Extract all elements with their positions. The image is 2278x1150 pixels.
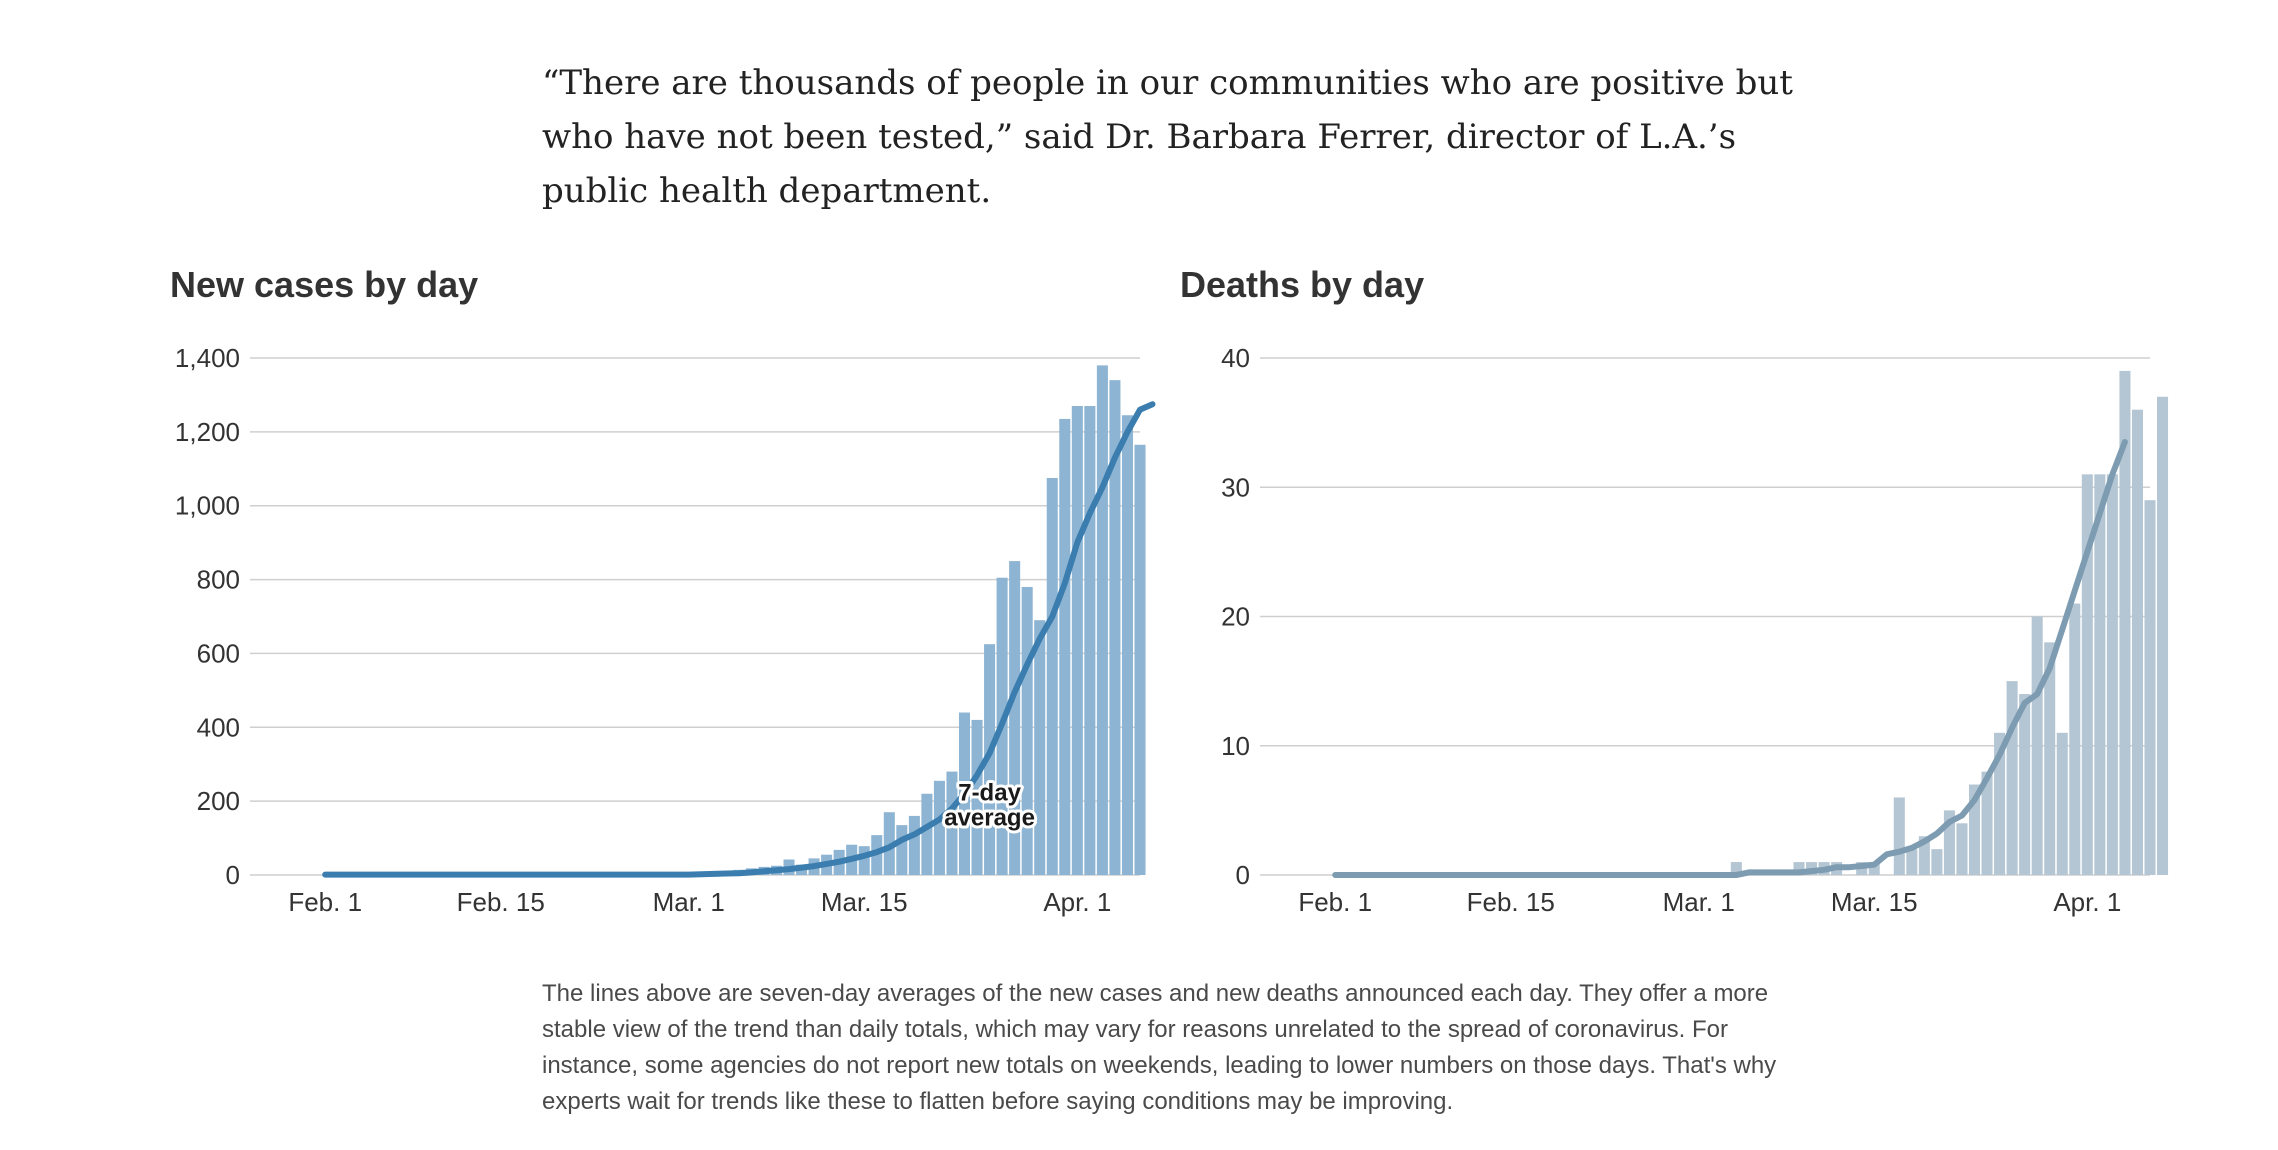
bar <box>2044 642 2056 875</box>
y-tick-label: 0 <box>226 860 240 890</box>
bar <box>1034 620 1046 875</box>
bar <box>896 825 908 875</box>
y-tick-label: 1,400 <box>175 343 240 373</box>
bar <box>1868 862 1880 875</box>
y-tick-label: 1,200 <box>175 417 240 447</box>
bar <box>858 846 870 875</box>
bar <box>971 719 983 875</box>
bar <box>984 644 996 875</box>
bar <box>1021 586 1033 875</box>
bar <box>1918 836 1930 875</box>
new-cases-chart: 0 200 400 600 800 1,000 1,200 1,400 Feb. 1 Feb. 1… <box>175 343 1156 917</box>
y-tick-label: 10 <box>1221 731 1250 761</box>
bar <box>2131 409 2143 875</box>
x-tick-label: Feb. 1 <box>1298 887 1372 917</box>
x-tick-label: Mar. 1 <box>653 887 725 917</box>
bar <box>1046 478 1058 875</box>
bar <box>2031 616 2043 875</box>
y-tick-label: 40 <box>1221 343 1250 373</box>
y-tick-label: 600 <box>197 638 240 668</box>
bar <box>1994 732 2006 875</box>
bar <box>2094 474 2106 875</box>
bar <box>1009 561 1021 875</box>
bar <box>946 771 958 875</box>
annotation-label: average <box>944 805 1035 832</box>
bar <box>1956 823 1968 875</box>
cases-chart-title: New cases by day <box>170 264 479 305</box>
bar <box>1109 380 1121 875</box>
bar <box>1968 784 1981 875</box>
bar <box>2006 681 2018 875</box>
bar <box>2081 474 2093 875</box>
bar <box>2106 474 2118 875</box>
deaths-chart: 0 10 20 30 40 Feb. 1 Feb. 15 Mar. 1 Mar. 15 Apr. … <box>1221 343 2169 917</box>
x-tick-label: Apr. 1 <box>1043 887 1111 917</box>
y-tick-label: 30 <box>1221 472 1250 502</box>
bar <box>1134 444 1146 875</box>
bar <box>1893 797 1905 875</box>
x-tick-label: Mar. 15 <box>1831 887 1918 917</box>
x-tick-label: Mar. 15 <box>821 887 908 917</box>
bar <box>1943 810 1955 875</box>
x-tick-label: Mar. 1 <box>1663 887 1735 917</box>
y-tick-label: 400 <box>197 712 240 742</box>
bar <box>1059 418 1071 875</box>
bar <box>1931 849 1943 875</box>
deaths-chart-title: Deaths by day <box>1180 264 1425 305</box>
average-line <box>1332 439 2128 878</box>
bar <box>1121 415 1133 875</box>
methodology-note: The lines above are seven-day averages o… <box>542 980 1777 1115</box>
bar <box>1071 406 1083 875</box>
x-tick-label: Feb. 15 <box>457 887 545 917</box>
x-tick-label: Feb. 15 <box>1467 887 1555 917</box>
bar <box>2069 603 2081 875</box>
bar <box>2119 370 2131 875</box>
bar <box>1981 771 1993 875</box>
average-line <box>322 401 1156 878</box>
bar <box>933 780 945 875</box>
x-tick-label: Apr. 1 <box>2053 887 2121 917</box>
bar <box>908 815 920 875</box>
y-tick-label: 800 <box>197 565 240 595</box>
bar <box>2019 694 2031 875</box>
annotation-label: 7-day <box>958 780 1021 807</box>
x-tick-label: Feb. 1 <box>288 887 362 917</box>
y-tick-label: 200 <box>197 786 240 816</box>
bar <box>1906 849 1918 875</box>
y-tick-label: 0 <box>1236 860 1250 890</box>
bar <box>1730 862 1742 875</box>
bar <box>921 793 933 875</box>
y-tick-label: 20 <box>1221 602 1250 632</box>
bar <box>1793 862 1805 875</box>
bar <box>883 812 895 875</box>
y-tick-label: 1,000 <box>175 491 240 521</box>
bar <box>1084 406 1096 875</box>
pull-quote: “There are thousands of people in our co… <box>542 63 1793 211</box>
bar <box>2157 396 2169 875</box>
bar <box>2056 732 2068 875</box>
bar <box>1096 365 1108 875</box>
bar <box>2144 500 2156 875</box>
